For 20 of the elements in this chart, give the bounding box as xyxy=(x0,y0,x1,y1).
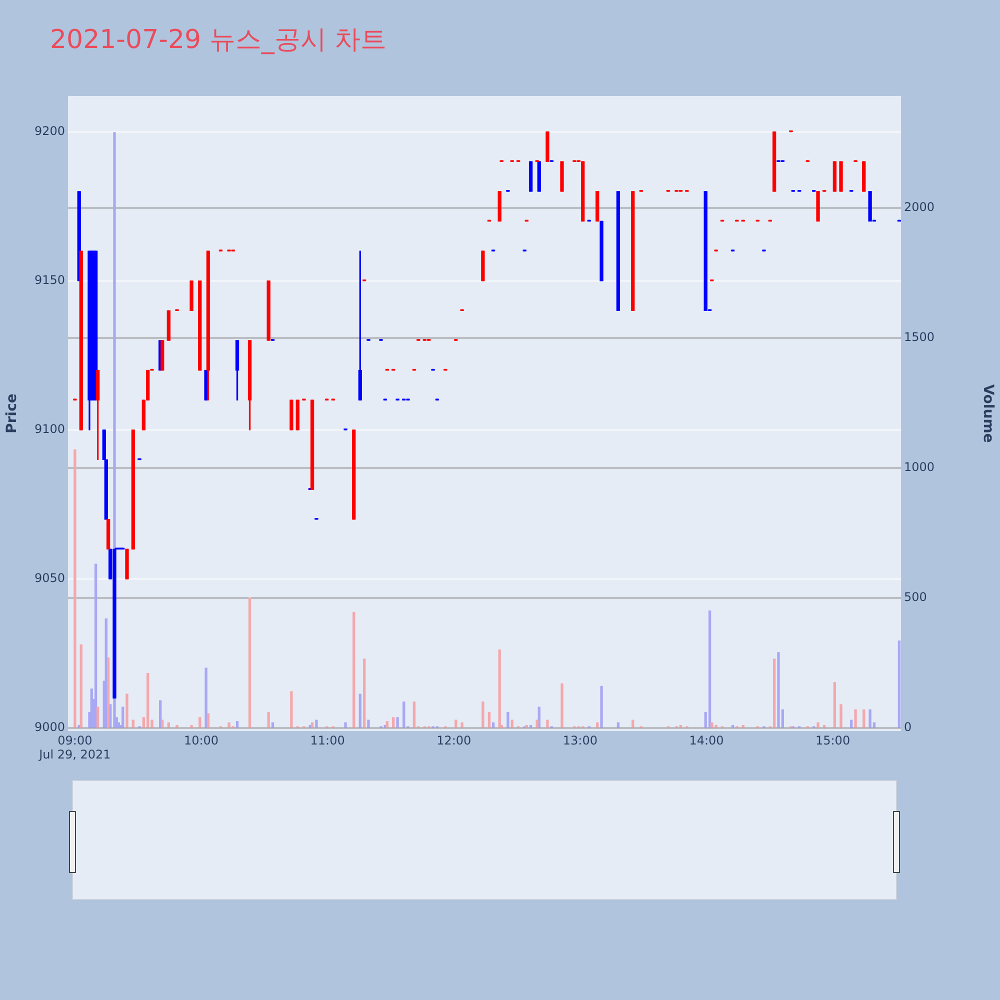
y-axis-title: Price xyxy=(4,394,20,434)
y2-tick-label: 1000 xyxy=(904,460,935,474)
y-tick-label: 9100 xyxy=(34,422,65,436)
x-tick-label: 15:00 xyxy=(815,733,850,748)
y2-tick-label: 1500 xyxy=(904,330,935,344)
x-tick-label: 12:00 xyxy=(436,733,472,748)
y-tick-label: 9150 xyxy=(34,272,65,287)
y2-tick-label: 0 xyxy=(904,720,912,734)
y2-tick-label: 2000 xyxy=(904,200,935,214)
y2-tick-label: 500 xyxy=(904,590,927,604)
x-tick-label: 09:00 Jul 29, 2021 xyxy=(38,733,111,762)
y-tick-label: 9000 xyxy=(34,720,65,734)
y2-axis-title: Volume xyxy=(980,384,996,443)
x-tick-label: 10:00 xyxy=(184,733,219,748)
x-tick-label: 11:00 xyxy=(310,733,345,748)
y-tick-label: 9050 xyxy=(34,571,65,586)
chart-title: 2021-07-29 뉴스_공시 차트 xyxy=(50,24,387,57)
y-tick-label: 9200 xyxy=(34,124,65,138)
x-tick-label: 14:00 xyxy=(689,733,724,748)
x-tick-label: 13:00 xyxy=(562,733,598,748)
